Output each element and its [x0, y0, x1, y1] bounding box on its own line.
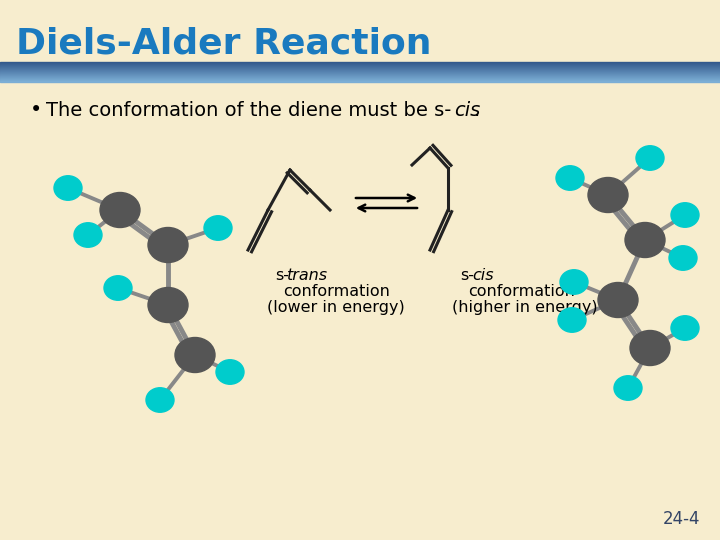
Bar — [0, 72, 720, 73]
Bar — [0, 79, 720, 80]
Bar — [0, 68, 720, 69]
Bar — [0, 71, 720, 72]
Text: .: . — [474, 100, 480, 119]
Text: Diels-Alder Reaction: Diels-Alder Reaction — [16, 27, 431, 61]
Bar — [0, 80, 720, 81]
Text: •: • — [30, 100, 42, 120]
Text: (lower in energy): (lower in energy) — [267, 300, 405, 315]
Text: cis: cis — [472, 268, 494, 283]
Bar — [0, 67, 720, 68]
Text: s-: s- — [460, 268, 474, 283]
Bar — [0, 75, 720, 76]
Ellipse shape — [204, 216, 232, 240]
Text: (higher in energy): (higher in energy) — [452, 300, 598, 315]
Bar — [0, 65, 720, 66]
Bar — [0, 64, 720, 65]
Bar — [0, 62, 720, 63]
Text: 24-4: 24-4 — [662, 510, 700, 528]
Ellipse shape — [175, 338, 215, 373]
Ellipse shape — [669, 246, 697, 270]
Bar — [0, 77, 720, 78]
Ellipse shape — [614, 376, 642, 400]
Bar — [0, 74, 720, 75]
Ellipse shape — [54, 176, 82, 200]
Bar — [0, 63, 720, 64]
Ellipse shape — [104, 276, 132, 300]
Ellipse shape — [100, 192, 140, 227]
Ellipse shape — [598, 282, 638, 318]
Ellipse shape — [74, 222, 102, 247]
Ellipse shape — [146, 388, 174, 412]
Ellipse shape — [671, 202, 699, 227]
Bar — [0, 73, 720, 74]
Bar — [0, 69, 720, 70]
Ellipse shape — [630, 330, 670, 366]
Text: The conformation of the diene must be s-: The conformation of the diene must be s- — [46, 100, 451, 119]
Text: cis: cis — [454, 100, 480, 119]
Bar — [0, 70, 720, 71]
Ellipse shape — [556, 166, 584, 190]
Ellipse shape — [216, 360, 244, 384]
Text: s-: s- — [275, 268, 289, 283]
Bar — [0, 66, 720, 67]
Bar — [0, 0, 720, 62]
Ellipse shape — [148, 287, 188, 322]
Ellipse shape — [588, 178, 628, 213]
Text: trans: trans — [287, 268, 328, 283]
Ellipse shape — [560, 270, 588, 294]
Bar — [0, 76, 720, 77]
Ellipse shape — [625, 222, 665, 258]
Ellipse shape — [148, 227, 188, 262]
Ellipse shape — [636, 146, 664, 170]
Bar — [0, 78, 720, 79]
Ellipse shape — [671, 316, 699, 340]
Text: conformation: conformation — [283, 284, 390, 299]
Ellipse shape — [558, 308, 586, 332]
Text: conformation: conformation — [468, 284, 575, 299]
Bar — [0, 81, 720, 82]
